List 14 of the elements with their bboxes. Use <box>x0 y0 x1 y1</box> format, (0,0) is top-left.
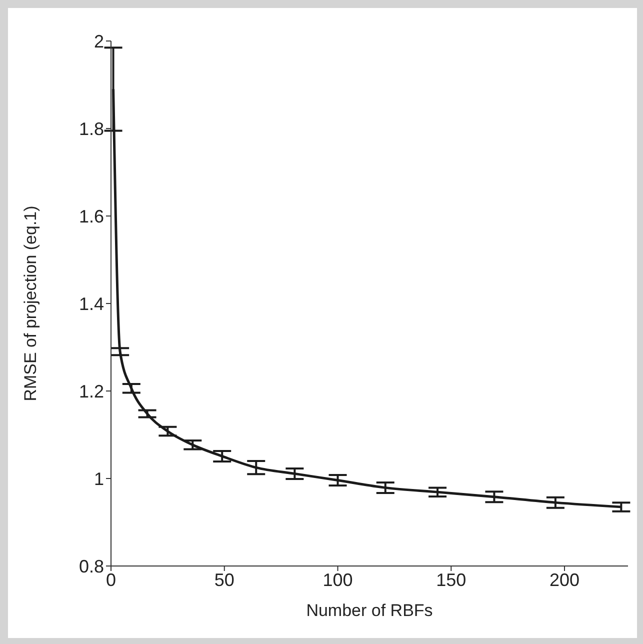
x-tick-label: 50 <box>214 570 234 590</box>
x-tick-label: 100 <box>322 570 353 590</box>
x-tick-label: 150 <box>436 570 466 590</box>
y-tick-label: 1.8 <box>78 118 104 139</box>
y-tick-label: 1.6 <box>78 206 104 226</box>
y-tick-label: 0.8 <box>78 556 104 576</box>
y-axis-title: RMSE of projection (eq.1) <box>21 206 40 402</box>
x-tick-label: 0 <box>106 570 116 590</box>
y-tick-label: 1 <box>94 468 104 489</box>
x-axis-title: Number of RBFs <box>306 601 433 620</box>
y-tick-label: 2 <box>94 31 104 52</box>
y-tick-label: 1.2 <box>78 381 104 402</box>
x-tick-label: 200 <box>549 570 580 590</box>
y-tick-label: 1.4 <box>78 294 104 314</box>
